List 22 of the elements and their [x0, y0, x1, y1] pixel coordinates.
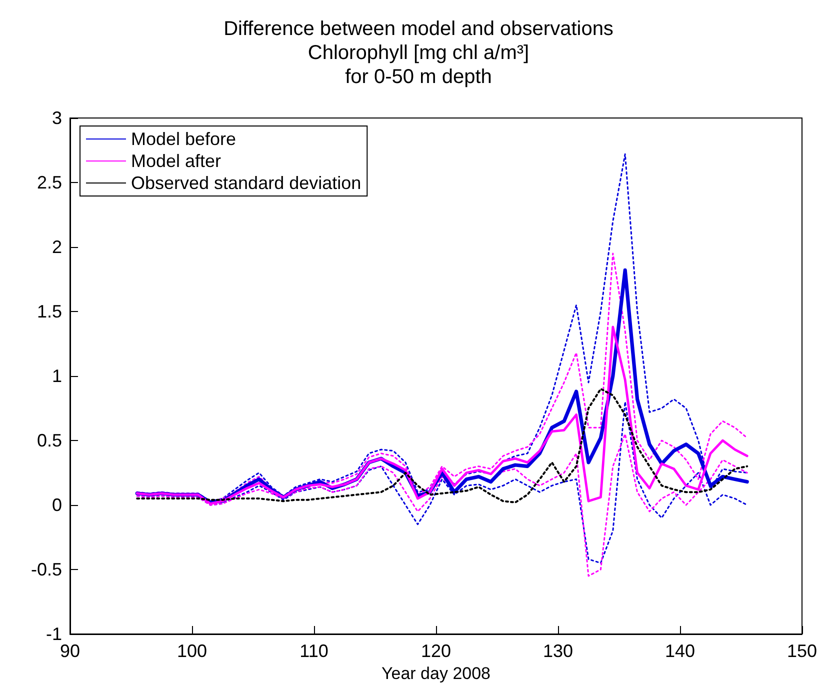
- x-tick-label: 90: [60, 641, 80, 661]
- legend-label: Observed standard deviation: [131, 173, 362, 193]
- legend-label: Model after: [131, 151, 222, 171]
- y-tick-label: 1: [52, 366, 62, 386]
- x-tick-label: 100: [176, 641, 208, 661]
- x-axis-title: Year day 2008: [381, 664, 491, 683]
- line-series: [136, 388, 748, 504]
- y-tick-label: -0.5: [30, 560, 62, 580]
- y-tick-label: -1: [46, 624, 62, 644]
- x-tick-label: 150: [786, 641, 818, 661]
- y-tick-label: 0.5: [36, 430, 62, 450]
- chart-title: Difference between model and observations Chlorophyll [mg chl a/m³] for 0-50 m depth: [224, 18, 614, 88]
- y-tick-label: 0: [52, 495, 62, 515]
- y-tick-label: 1.5: [36, 302, 62, 322]
- y-tick-label: 3: [52, 108, 62, 128]
- x-tick-label: 110: [300, 641, 328, 661]
- y-tick-label: 2: [52, 237, 62, 257]
- y-tick-label: 2.5: [36, 172, 62, 192]
- x-tick-label: 120: [420, 641, 452, 661]
- x-tick-label: 130: [542, 641, 574, 661]
- legend-label: Model before: [131, 129, 236, 149]
- x-tick-label: 140: [664, 641, 696, 661]
